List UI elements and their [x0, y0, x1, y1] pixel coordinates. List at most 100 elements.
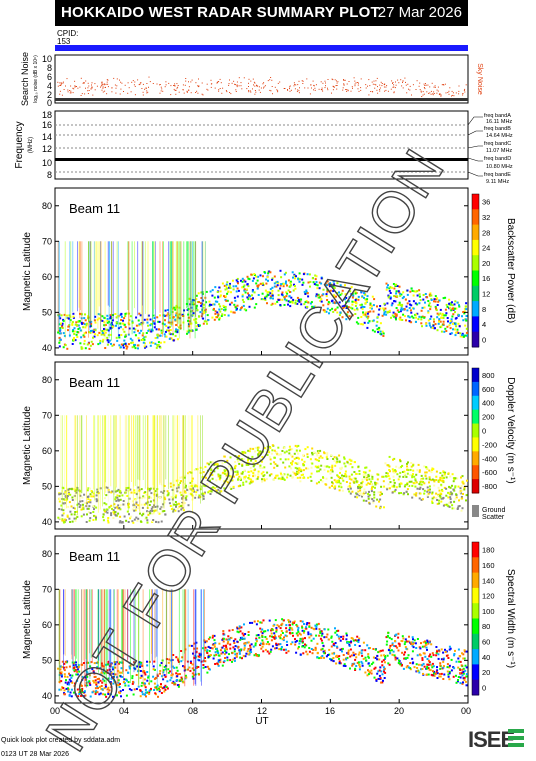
scatter-point: [354, 669, 357, 671]
scatter-point: [383, 302, 386, 305]
scatter-point: [58, 323, 61, 326]
scatter-point: [268, 652, 271, 655]
scatter-streak: [153, 415, 155, 515]
scatter-point: [270, 648, 273, 651]
scatter-point: [461, 315, 463, 318]
scatter-streak: [136, 415, 138, 500]
scatter-streak: [96, 241, 97, 316]
scatter-streak: [142, 241, 144, 325]
scatter-point: [267, 279, 269, 282]
scatter-point: [427, 300, 430, 302]
scatter-point: [444, 648, 446, 651]
freq-band-label: freq bandE: [484, 172, 511, 178]
scatter-streak: [200, 415, 201, 504]
scatter-point: [257, 275, 260, 278]
scatter-point: [302, 281, 305, 284]
scatter-point: [292, 276, 294, 279]
scatter-point: [94, 515, 97, 518]
scatter-streak: [183, 241, 185, 331]
scatter-point: [409, 662, 412, 664]
scatter-point: [83, 339, 86, 342]
scatter-point: [84, 502, 87, 505]
scatter-point: [367, 669, 369, 672]
scatter-point: [428, 469, 431, 472]
scatter-point: [281, 291, 284, 294]
scatter-point: [122, 344, 124, 347]
scatter-point: [325, 284, 328, 287]
scatter-point: [146, 660, 148, 663]
scatter-point: [204, 465, 207, 468]
scatter-point: [307, 633, 310, 636]
scatter-point: [378, 650, 381, 653]
scatter-point: [432, 670, 434, 673]
scatter-point: [321, 480, 324, 483]
scatter-point: [335, 481, 338, 483]
scatter-point: [62, 509, 65, 512]
scatter-point: [94, 675, 97, 678]
scatter-point: [361, 484, 364, 487]
scatter-point: [369, 482, 371, 485]
scatter-point: [245, 463, 248, 466]
scatter-point: [87, 498, 90, 501]
scatter-point: [239, 656, 242, 659]
scatter-streak: [124, 415, 126, 510]
scatter-point: [68, 501, 71, 504]
scatter-point: [240, 458, 243, 461]
scatter-point: [289, 474, 292, 477]
scatter-point: [395, 313, 398, 316]
noise-dot: [347, 90, 349, 92]
scatter-point: [104, 693, 107, 696]
noise-dot: [202, 94, 204, 96]
noise-dot: [195, 92, 197, 93]
scatter-point: [149, 341, 151, 344]
scatter-point: [165, 686, 168, 689]
scatter-point: [265, 295, 268, 298]
scatter-point: [60, 675, 63, 678]
scatter-point: [81, 687, 84, 690]
scatter-point: [223, 284, 226, 287]
scatter-point: [66, 514, 69, 517]
scatter-point: [158, 320, 161, 323]
scatter-point: [343, 304, 346, 307]
noise-dot: [387, 90, 389, 92]
scatter-point: [363, 476, 366, 479]
scatter-point: [60, 674, 63, 677]
scatter-point: [247, 634, 250, 636]
scatter-point: [432, 468, 435, 471]
scatter-point: [449, 306, 451, 309]
scatter-point: [140, 503, 143, 506]
scatter-point: [323, 310, 326, 313]
scatter-point: [211, 647, 214, 650]
scatter-point: [334, 464, 337, 467]
noise-dot: [100, 85, 102, 87]
scatter-point: [68, 517, 71, 520]
scatter-point: [427, 673, 430, 676]
scatter-point: [283, 636, 285, 639]
scatter-point: [450, 318, 453, 321]
scatter-point: [95, 506, 98, 509]
scatter-point: [457, 485, 460, 488]
scatter-point: [206, 652, 209, 654]
scatter-point: [231, 652, 234, 655]
scatter-point: [435, 492, 438, 495]
scatter-point: [460, 496, 463, 498]
scatter-point: [347, 485, 350, 488]
scatter-point: [233, 296, 236, 299]
scatter-point: [243, 476, 246, 479]
scatter-point: [295, 651, 298, 654]
scatter-point: [387, 487, 390, 490]
noise-ylabel: Search Noise: [20, 52, 30, 106]
scatter-point: [252, 473, 255, 476]
scatter-point: [127, 343, 130, 346]
scatter-point: [180, 494, 183, 497]
scatter-point: [290, 296, 293, 299]
scatter-point: [175, 672, 178, 675]
scatter-point: [129, 517, 132, 520]
scatter-point: [95, 500, 98, 503]
scatter-point: [401, 640, 404, 643]
scatter-point: [185, 676, 188, 679]
scatter-point: [383, 311, 386, 314]
scatter-point: [72, 664, 75, 667]
scatter-point: [296, 625, 299, 628]
scatter-point: [421, 498, 424, 501]
